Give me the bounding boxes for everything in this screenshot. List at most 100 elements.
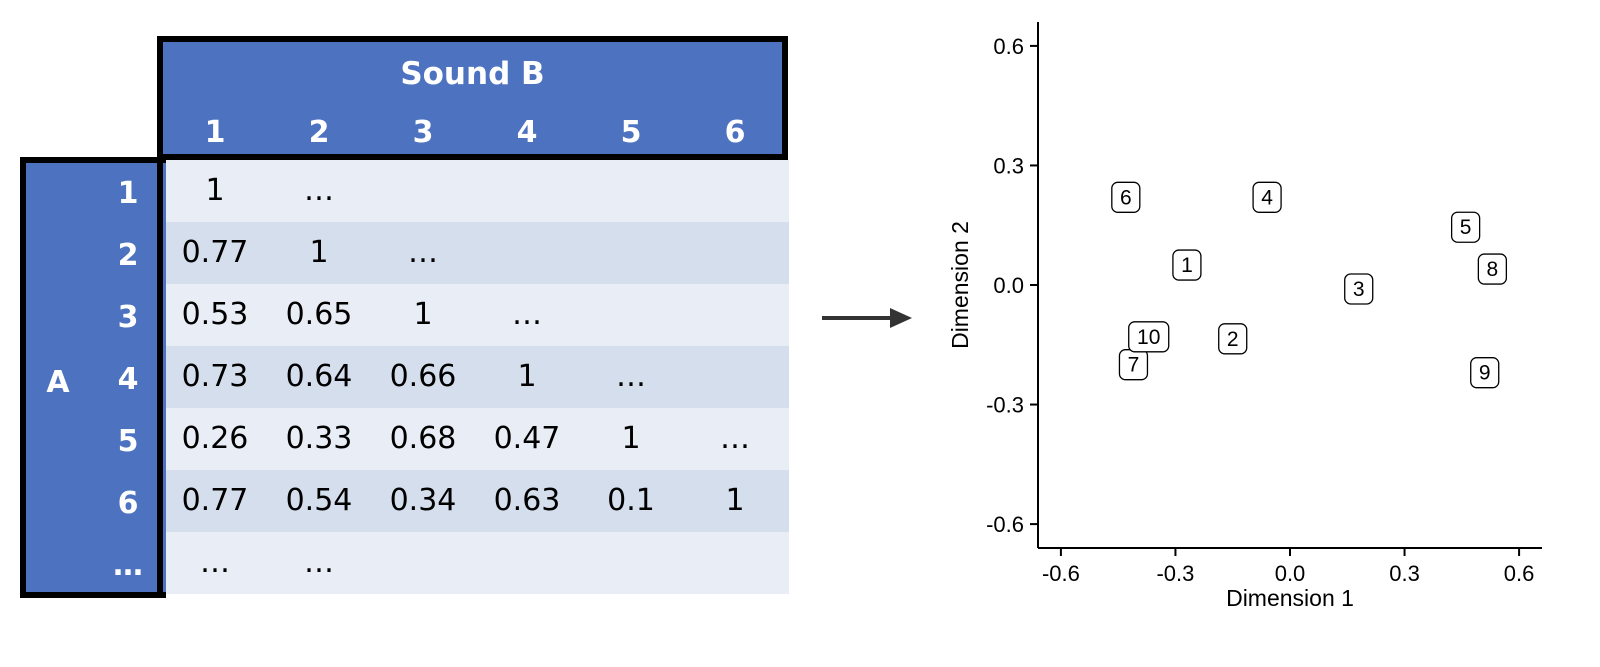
point-label-1: 1: [1172, 249, 1202, 281]
matrix-cell: 0.73: [181, 359, 249, 394]
column-label: 3: [412, 115, 434, 150]
matrix-cell: 0.64: [285, 359, 353, 394]
matrix-cell: 0.54: [285, 483, 353, 518]
matrix-cell: …: [408, 235, 438, 270]
x-tick-label: 0.6: [1504, 561, 1535, 586]
matrix-cell: …: [720, 421, 750, 456]
point-label-2: 2: [1218, 323, 1248, 355]
row-label: 5: [117, 424, 139, 459]
matrix-cell: 0.1: [607, 483, 655, 518]
row-label: 4: [117, 362, 139, 397]
y-tick-label: 0.6: [993, 34, 1024, 59]
point-text: 2: [1227, 328, 1239, 351]
axes: -0.6 -0.6 -0.3 -0.3 0.0 0.0 0.3 0.3 0.6 0.6 Dimens…: [947, 22, 1542, 611]
y-tick-label: 0.0: [993, 273, 1024, 298]
point-label-10: 10: [1128, 321, 1170, 353]
column-label: 5: [620, 115, 642, 150]
matrix-cell: 0.26: [181, 421, 249, 456]
y-tick-label: 0.3: [993, 153, 1024, 178]
point-text: 1: [1181, 254, 1193, 277]
matrix-cell: …: [304, 545, 334, 580]
points-layer: 1 2 3 4 5 6 7 8 9 10: [1111, 181, 1508, 389]
y-tick-label: -0.6: [986, 512, 1024, 537]
matrix-cell: 0.65: [285, 297, 353, 332]
point-label-6: 6: [1111, 181, 1141, 213]
point-text: 3: [1353, 278, 1365, 301]
table-row: 0.26 0.33 0.68 0.47 1 …: [163, 408, 789, 470]
matrix-cell: 1: [205, 173, 225, 208]
point-label-9: 9: [1470, 357, 1500, 389]
point-box: [1218, 323, 1248, 355]
matrix-cell: …: [200, 545, 230, 580]
table-row: 0.73 0.64 0.66 1 …: [163, 346, 789, 408]
matrix-cell: 0.68: [389, 421, 457, 456]
row-label: 6: [117, 486, 139, 521]
row-group-title: A: [46, 365, 70, 400]
point-box: [1111, 181, 1141, 213]
matrix-cell: 0.66: [389, 359, 457, 394]
x-tick-label: 0.3: [1389, 561, 1420, 586]
table-row: 0.77 1 …: [163, 222, 789, 284]
point-text: 6: [1120, 186, 1132, 209]
point-label-5: 5: [1450, 211, 1481, 243]
column-label: 6: [724, 115, 746, 150]
row-label: …: [113, 548, 143, 583]
table-row: ……: [163, 532, 789, 594]
matrix-cell: 1: [517, 359, 537, 394]
table-row: 0.53 0.65 1 …: [163, 284, 789, 346]
point-text: 4: [1261, 186, 1273, 209]
x-tick-label: -0.3: [1156, 561, 1194, 586]
point-box: [1450, 211, 1481, 243]
column-label: 1: [204, 115, 226, 150]
matrix-cell: 0.63: [493, 483, 561, 518]
mds-scatter-plot: -0.6 -0.6 -0.3 -0.3 0.0 0.0 0.3 0.3 0.6 0.6 Dimens…: [947, 22, 1542, 611]
matrix-cell: 1: [725, 483, 745, 518]
row-header: A 1 2 3 4 5 6 …: [20, 157, 166, 598]
point-text: 9: [1479, 362, 1491, 385]
x-tick-label: -0.6: [1042, 561, 1080, 586]
x-tick-label: 0.0: [1275, 561, 1306, 586]
table-row: 1…: [163, 160, 789, 222]
point-text: 10: [1137, 326, 1160, 349]
point-label-8: 8: [1477, 253, 1508, 285]
column-group-title: Sound B: [400, 56, 545, 92]
x-axis-title: Dimension 1: [1226, 585, 1354, 611]
point-label-3: 3: [1344, 273, 1374, 305]
point-text: 5: [1460, 216, 1472, 239]
point-box: [1344, 273, 1374, 305]
row-label: 1: [117, 176, 139, 211]
column-labels: 1 2 3 4 5 6: [163, 106, 782, 160]
table-row: 0.77 0.54 0.34 0.63 0.1 1: [163, 470, 789, 532]
matrix-body: 1… 0.77 1… 0.53 0.65 1… 0.73 0.64 0.66 1… 0.26 0.33…: [163, 160, 789, 594]
point-label-7: 7: [1118, 349, 1149, 381]
matrix-cell: …: [304, 173, 334, 208]
matrix-cell: …: [616, 359, 646, 394]
matrix-cell: 0.77: [181, 235, 249, 270]
column-label: 2: [308, 115, 330, 150]
matrix-cell: …: [512, 297, 542, 332]
point-text: 8: [1487, 258, 1499, 281]
matrix-cell: 0.34: [389, 483, 457, 518]
point-text: 7: [1128, 354, 1140, 377]
row-label: 3: [117, 300, 139, 335]
row-label: 2: [117, 238, 139, 273]
matrix-cell: 0.47: [493, 421, 561, 456]
matrix-cell: 0.33: [285, 421, 353, 456]
matrix-cell: 0.53: [181, 297, 249, 332]
matrix-cell: 1: [621, 421, 641, 456]
matrix-cell: 0.77: [181, 483, 249, 518]
point-box: [1470, 357, 1500, 389]
point-box: [1172, 249, 1202, 281]
point-box: [1477, 253, 1508, 285]
point-label-4: 4: [1252, 181, 1282, 213]
y-axis-title: Dimension 2: [947, 221, 973, 349]
right-arrow-icon: [822, 308, 912, 328]
header-divider: [157, 36, 163, 598]
column-header: Sound B 1 2 3 4 5 6: [163, 36, 788, 160]
y-tick-label: -0.3: [986, 393, 1024, 418]
matrix-cell: 1: [309, 235, 329, 270]
column-label: 4: [516, 115, 538, 150]
matrix-cell: 1: [413, 297, 433, 332]
point-box: [1128, 321, 1170, 353]
point-box: [1252, 181, 1282, 213]
